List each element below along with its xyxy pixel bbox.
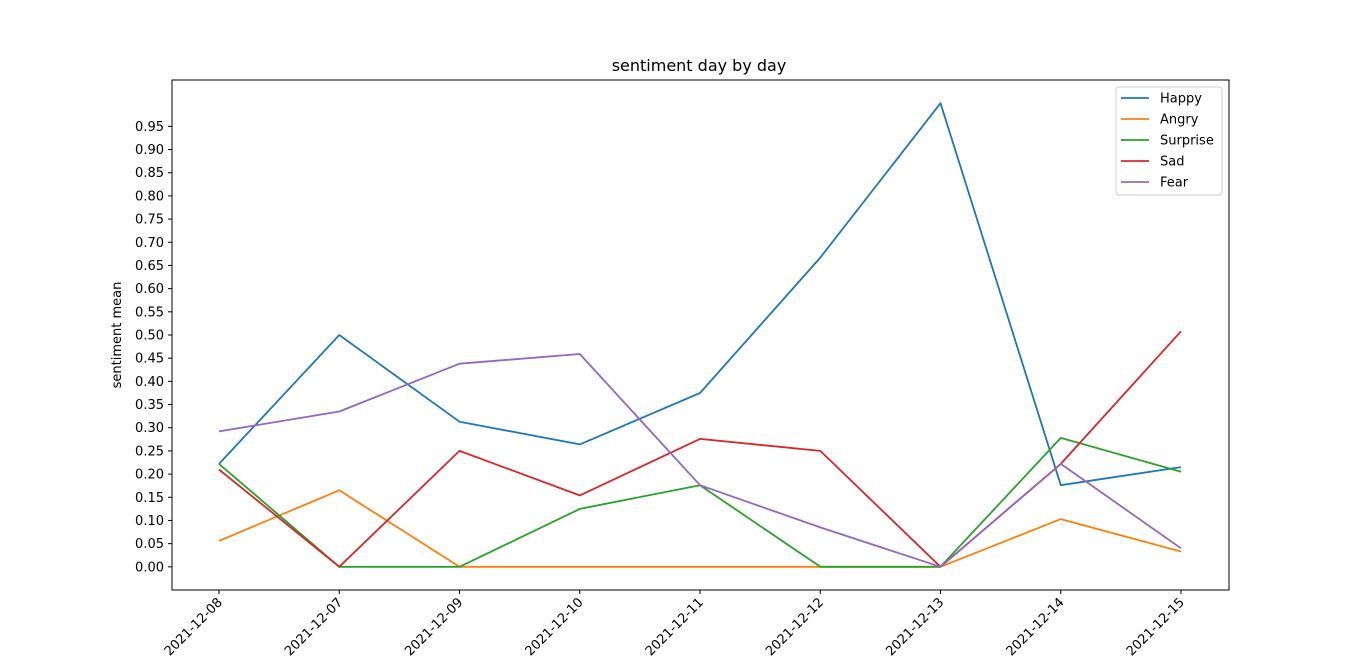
x-tick-label: 2021-12-12 xyxy=(763,595,827,659)
series-line-sad xyxy=(218,330,1182,568)
legend-label: Surprise xyxy=(1160,134,1214,149)
plot-area xyxy=(171,79,1230,591)
x-tick-label: 2021-12-14 xyxy=(1004,595,1068,659)
y-tick-label: 0.60 xyxy=(135,282,164,297)
x-tick-label: 2021-12-11 xyxy=(643,595,707,659)
legend-label: Angry xyxy=(1160,113,1199,128)
x-tick-label: 2021-12-13 xyxy=(883,595,947,659)
y-tick-label: 0.20 xyxy=(135,468,164,483)
series-line-angry xyxy=(218,489,1182,568)
y-tick-label: 0.15 xyxy=(135,491,164,506)
y-ticks: 0.00 0.05 0.10 0.15 0.20 0.25 0.30 0.35 0.40 0.45… xyxy=(135,120,172,575)
y-tick-label: 0.55 xyxy=(135,305,164,320)
legend-box xyxy=(1115,86,1223,196)
y-tick-label: 0.70 xyxy=(135,236,164,251)
y-tick-label: 0.35 xyxy=(135,398,164,413)
y-tick-label: 0.65 xyxy=(135,259,164,274)
y-axis-label: sentiment mean xyxy=(110,282,125,389)
series-lines xyxy=(218,102,1182,568)
y-tick-label: 0.10 xyxy=(135,514,164,529)
x-tick-label: 2021-12-08 xyxy=(162,595,226,659)
x-tick-label: 2021-12-09 xyxy=(402,595,466,659)
y-tick-label: 0.50 xyxy=(135,329,164,344)
y-tick-label: 0.80 xyxy=(135,189,164,204)
y-tick-label: 0.30 xyxy=(135,421,164,436)
y-tick-label: 0.90 xyxy=(135,143,164,158)
x-tick-label: 2021-12-10 xyxy=(523,595,587,659)
legend-label: Fear xyxy=(1160,176,1189,191)
x-tick-label: 2021-12-07 xyxy=(282,595,346,659)
y-tick-label: 0.95 xyxy=(135,120,164,135)
legend-label: Sad xyxy=(1160,155,1184,170)
legend: Happy Angry Surprise Sad Fear xyxy=(1115,86,1223,196)
y-tick-label: 0.45 xyxy=(135,352,164,367)
series-line-surprise xyxy=(218,436,1182,568)
y-tick-label: 0.25 xyxy=(135,444,164,459)
y-tick-label: 0.00 xyxy=(135,560,164,575)
y-tick-label: 0.05 xyxy=(135,537,164,552)
series-line-happy xyxy=(218,102,1182,487)
chart-title: sentiment day by day xyxy=(612,56,787,75)
x-ticks: 2021-12-08 2021-12-07 2021-12-09 2021-12-10… xyxy=(162,590,1188,659)
legend-label: Happy xyxy=(1160,92,1202,107)
y-tick-label: 0.40 xyxy=(135,375,164,390)
y-tick-label: 0.85 xyxy=(135,166,164,181)
x-tick-label: 2021-12-15 xyxy=(1124,595,1188,659)
series-line-fear xyxy=(218,353,1182,568)
y-tick-label: 0.75 xyxy=(135,213,164,228)
